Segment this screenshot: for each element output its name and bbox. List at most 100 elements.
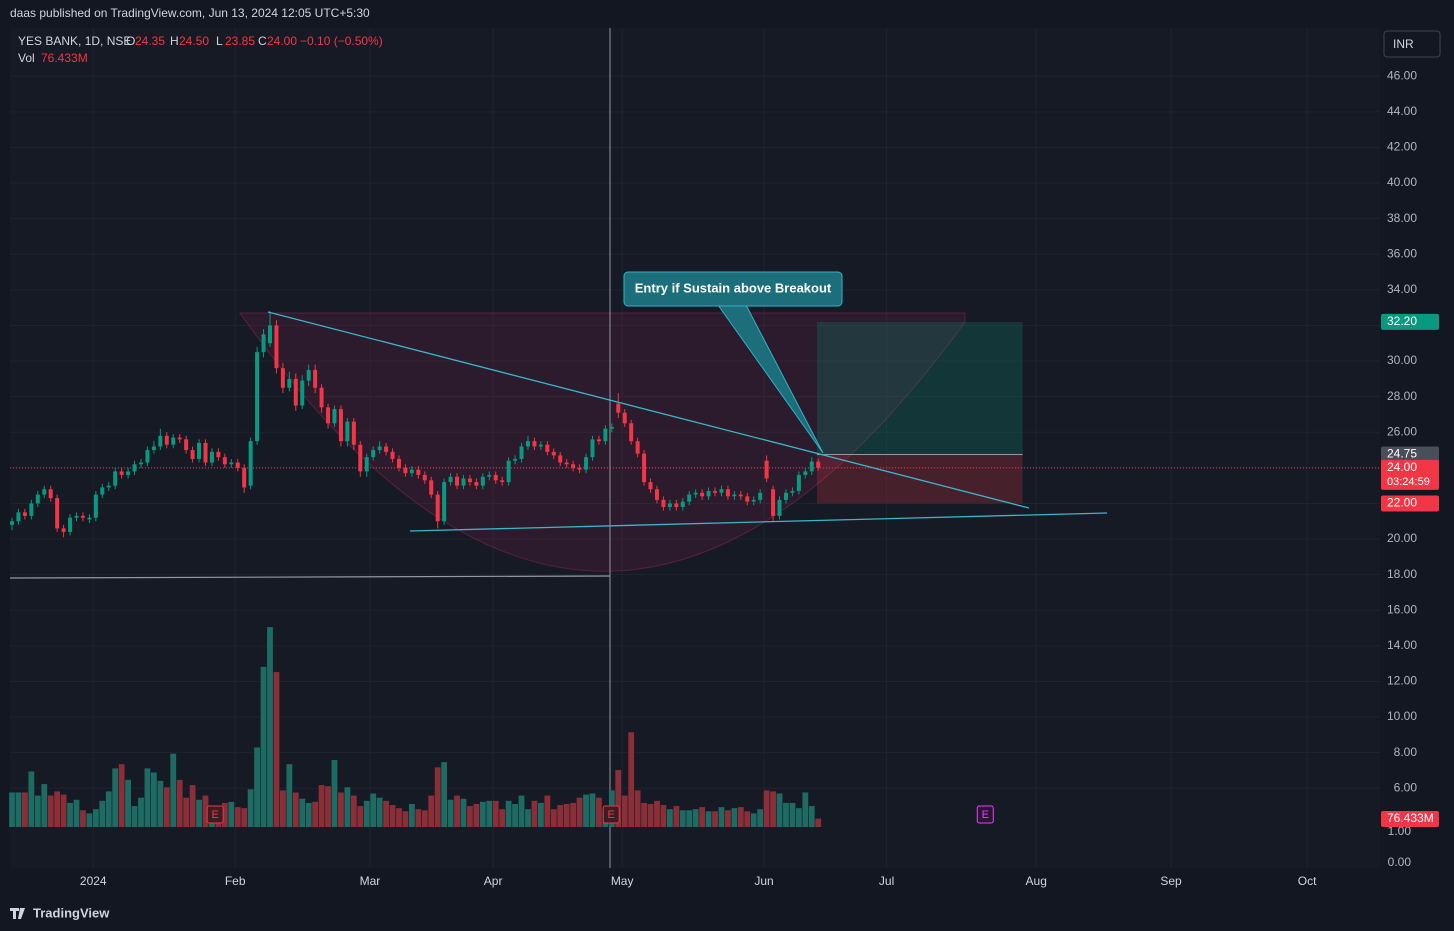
candle-body — [409, 469, 414, 474]
x-tick-label: Sep — [1160, 874, 1182, 888]
volume-bar — [234, 807, 241, 827]
y-tick-label: 0.00 — [1388, 855, 1412, 869]
legend-key: C — [258, 34, 267, 48]
candle-body — [113, 471, 118, 486]
volume-bar — [692, 809, 699, 827]
y-tick-label: 14.00 — [1387, 638, 1417, 652]
candle-body — [364, 457, 369, 472]
volume-bar — [318, 785, 325, 827]
volume-bar — [305, 802, 312, 827]
candle-body — [551, 451, 556, 456]
x-tick-label: Mar — [360, 874, 381, 888]
price-label-box — [1381, 446, 1439, 463]
candle-body — [448, 476, 453, 483]
volume-bar — [563, 803, 570, 827]
candle-body — [725, 489, 730, 497]
volume-bar — [712, 811, 718, 827]
candle-body — [384, 446, 389, 452]
candle-body — [158, 435, 163, 447]
candle-body — [487, 474, 492, 477]
volume-bar — [699, 807, 706, 827]
candle-body — [138, 462, 143, 465]
y-tick-label: 20.00 — [1387, 531, 1417, 545]
volume-bar — [576, 797, 583, 827]
volume-bar — [325, 786, 331, 827]
volume-bar — [531, 800, 538, 827]
candle-body — [816, 461, 821, 468]
candle-body — [93, 494, 98, 518]
candle-body — [732, 494, 737, 497]
volume-bar — [170, 753, 177, 827]
candle-body — [642, 453, 647, 483]
candle-body — [500, 480, 505, 483]
volume-bar — [41, 784, 48, 827]
volume-bar — [260, 666, 267, 827]
candle-body — [519, 446, 524, 459]
y-tick-label: 10.00 — [1387, 709, 1417, 723]
candle-body — [16, 512, 21, 522]
y-tick-label: 8.00 — [1394, 745, 1418, 759]
volume-bar — [189, 785, 196, 827]
y-tick-label: 30.00 — [1387, 353, 1417, 367]
candle-body — [80, 515, 85, 518]
candle-body — [635, 441, 640, 454]
volume-bar — [557, 805, 564, 827]
candle-body — [261, 334, 266, 353]
x-tick-label: Jun — [754, 874, 773, 888]
volume-bar — [254, 747, 260, 827]
candle-body — [126, 471, 131, 475]
candle-body — [584, 457, 589, 470]
volume-bar — [654, 800, 660, 827]
volume-bar — [241, 808, 248, 827]
volume-bar — [544, 795, 551, 827]
event-label: E — [608, 809, 615, 821]
event-marker — [206, 805, 224, 824]
y-tick-label: 40.00 — [1387, 175, 1417, 189]
volume-bar — [176, 779, 183, 827]
volume-bar — [479, 801, 486, 827]
y-tick-label: 46.00 — [1387, 68, 1417, 82]
legend-value: 24.50 — [179, 34, 209, 48]
volume-bar — [131, 806, 138, 827]
volume-bar — [421, 810, 428, 827]
candle-body — [435, 494, 440, 522]
symbol: YES BANK, 1D, NSE — [18, 34, 131, 48]
volume-bar — [428, 795, 435, 827]
volume-bar — [589, 793, 596, 827]
legend: YES BANK, 1D, NSE Vol 76.433M −0.10 (−0.… — [18, 34, 383, 65]
legend-value: 23.85 — [225, 34, 255, 48]
callout-box — [623, 271, 843, 307]
volume-bar — [105, 791, 112, 827]
volume-bar — [15, 792, 22, 827]
volume-bar — [389, 805, 396, 827]
candle-body — [197, 442, 202, 459]
candle-body — [300, 380, 305, 406]
volume-bar — [686, 810, 693, 827]
candle-body — [248, 441, 253, 486]
candle-body — [119, 471, 124, 475]
candle-body — [48, 489, 53, 499]
volume-bar — [647, 803, 654, 827]
volume-bar — [505, 800, 512, 827]
candle-body — [145, 450, 150, 463]
volume-bar — [770, 791, 776, 827]
candle-body — [771, 489, 776, 516]
candle-body — [603, 428, 608, 442]
volume-bar — [112, 768, 119, 827]
volume-bar — [396, 808, 402, 827]
y-tick-label: 28.00 — [1387, 389, 1417, 403]
candle-body — [796, 474, 801, 491]
volume-bar — [460, 798, 467, 827]
volume-bar — [221, 802, 228, 827]
candle-body — [22, 512, 27, 516]
x-tick-label: Oct — [1298, 874, 1317, 888]
volume-bar — [86, 813, 93, 827]
volume-bar — [157, 780, 164, 827]
price-label: 76.433M — [1387, 811, 1434, 825]
y-tick-label: 42.00 — [1387, 140, 1417, 154]
candle-body — [538, 444, 543, 447]
candle-body — [100, 487, 105, 495]
volume-bar — [776, 793, 783, 827]
volume-bar — [525, 809, 531, 827]
